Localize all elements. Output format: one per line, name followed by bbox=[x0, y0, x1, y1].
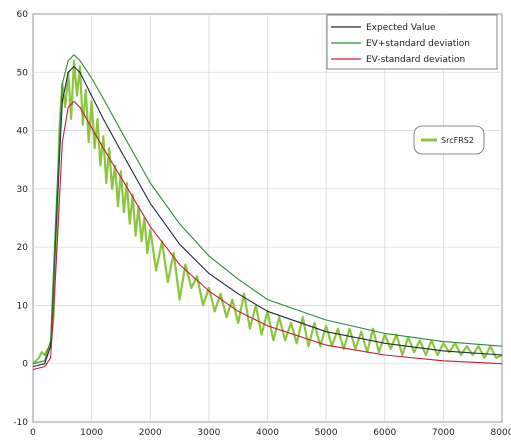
x-tick-label: 8000 bbox=[491, 428, 511, 438]
x-tick-label: 3000 bbox=[197, 428, 220, 438]
annotation-box: SrcFRS2 bbox=[413, 125, 485, 155]
x-tick-label: 4000 bbox=[256, 428, 279, 438]
series-line-ev-standard-deviation bbox=[32, 100, 503, 371]
y-tick-label: -10 bbox=[13, 418, 28, 428]
y-tick-label: 40 bbox=[17, 127, 29, 137]
legend-box bbox=[326, 14, 498, 70]
series-line-expected-value bbox=[32, 65, 503, 368]
legend-label-minus-sd: EV-standard deviation bbox=[366, 55, 465, 65]
x-tick-label: 2000 bbox=[139, 428, 162, 438]
tick-labels: 0 1000 2000 3000 4000 5000 6000 7000 8000-100102… bbox=[13, 10, 511, 438]
y-tick-label: 10 bbox=[17, 301, 29, 311]
series-lines bbox=[32, 54, 503, 371]
y-tick-label: 50 bbox=[17, 68, 29, 78]
y-tick-label: 20 bbox=[17, 243, 29, 253]
y-tick-label: 30 bbox=[17, 185, 29, 195]
x-tick-label: 7000 bbox=[432, 428, 455, 438]
y-tick-label: 0 bbox=[22, 360, 28, 370]
grid bbox=[33, 14, 502, 422]
x-tick-label: 6000 bbox=[373, 428, 396, 438]
x-tick-label: 1000 bbox=[80, 428, 103, 438]
legend-label-plus-sd: EV+standard deviation bbox=[366, 39, 470, 49]
x-tick-label: 0 bbox=[30, 428, 36, 438]
annotation-label: SrcFRS2 bbox=[441, 136, 474, 145]
x-tick-label: 5000 bbox=[315, 428, 338, 438]
annotation-frame bbox=[413, 125, 485, 155]
series-line-ev-standard-deviation bbox=[32, 54, 503, 365]
legend: Expected Value EV+standard deviation EV-… bbox=[326, 14, 498, 70]
y-tick-label: 60 bbox=[17, 10, 29, 20]
legend-label-expected: Expected Value bbox=[366, 23, 436, 33]
